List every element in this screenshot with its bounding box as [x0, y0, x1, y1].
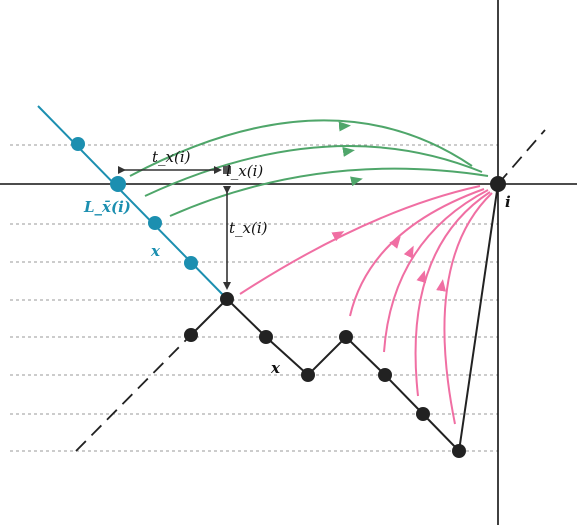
l-point-marker — [223, 166, 231, 174]
green-curve — [169, 167, 489, 217]
black-node — [416, 407, 430, 421]
green-curves — [129, 119, 489, 217]
label-t-horizontal: t_x(i) — [152, 148, 191, 166]
pink-curve — [383, 189, 489, 353]
dashed-extension-upper — [497, 129, 546, 185]
black-node — [339, 330, 353, 344]
black-nodes — [184, 176, 506, 458]
pink-curve — [414, 191, 491, 397]
label-i: i — [505, 193, 511, 211]
teal-nodes — [71, 137, 198, 270]
green-curve — [144, 145, 483, 197]
green-arrowheads — [338, 121, 363, 187]
label-x-black: x — [270, 359, 281, 377]
teal-node — [148, 216, 162, 230]
pink-curve — [443, 192, 493, 425]
pink-curves — [239, 185, 493, 425]
teal-node — [184, 256, 198, 270]
black-node — [220, 292, 234, 306]
black-node — [301, 368, 315, 382]
black-node — [378, 368, 392, 382]
grid-lines — [10, 144, 498, 452]
black-node — [452, 444, 466, 458]
teal-line — [37, 105, 228, 300]
pink-arrowhead — [436, 279, 447, 292]
green-curve — [129, 119, 473, 177]
label-t-vertical: t_x(i) — [229, 219, 268, 237]
label-L: L_x̄(i) — [83, 198, 131, 216]
label-l: l_x(i) — [226, 162, 263, 180]
green-arrowhead — [350, 176, 363, 187]
label-x-teal: x — [150, 242, 161, 260]
green-arrowhead — [342, 146, 355, 157]
teal-node — [71, 137, 85, 151]
teal-node — [110, 176, 126, 192]
green-arrowhead — [338, 121, 351, 132]
black-node-i — [490, 176, 506, 192]
dashed-extension-lower — [75, 334, 192, 452]
pink-curve — [239, 185, 481, 295]
pink-arrowheads — [331, 231, 447, 292]
black-node — [259, 330, 273, 344]
black-node — [184, 328, 198, 342]
